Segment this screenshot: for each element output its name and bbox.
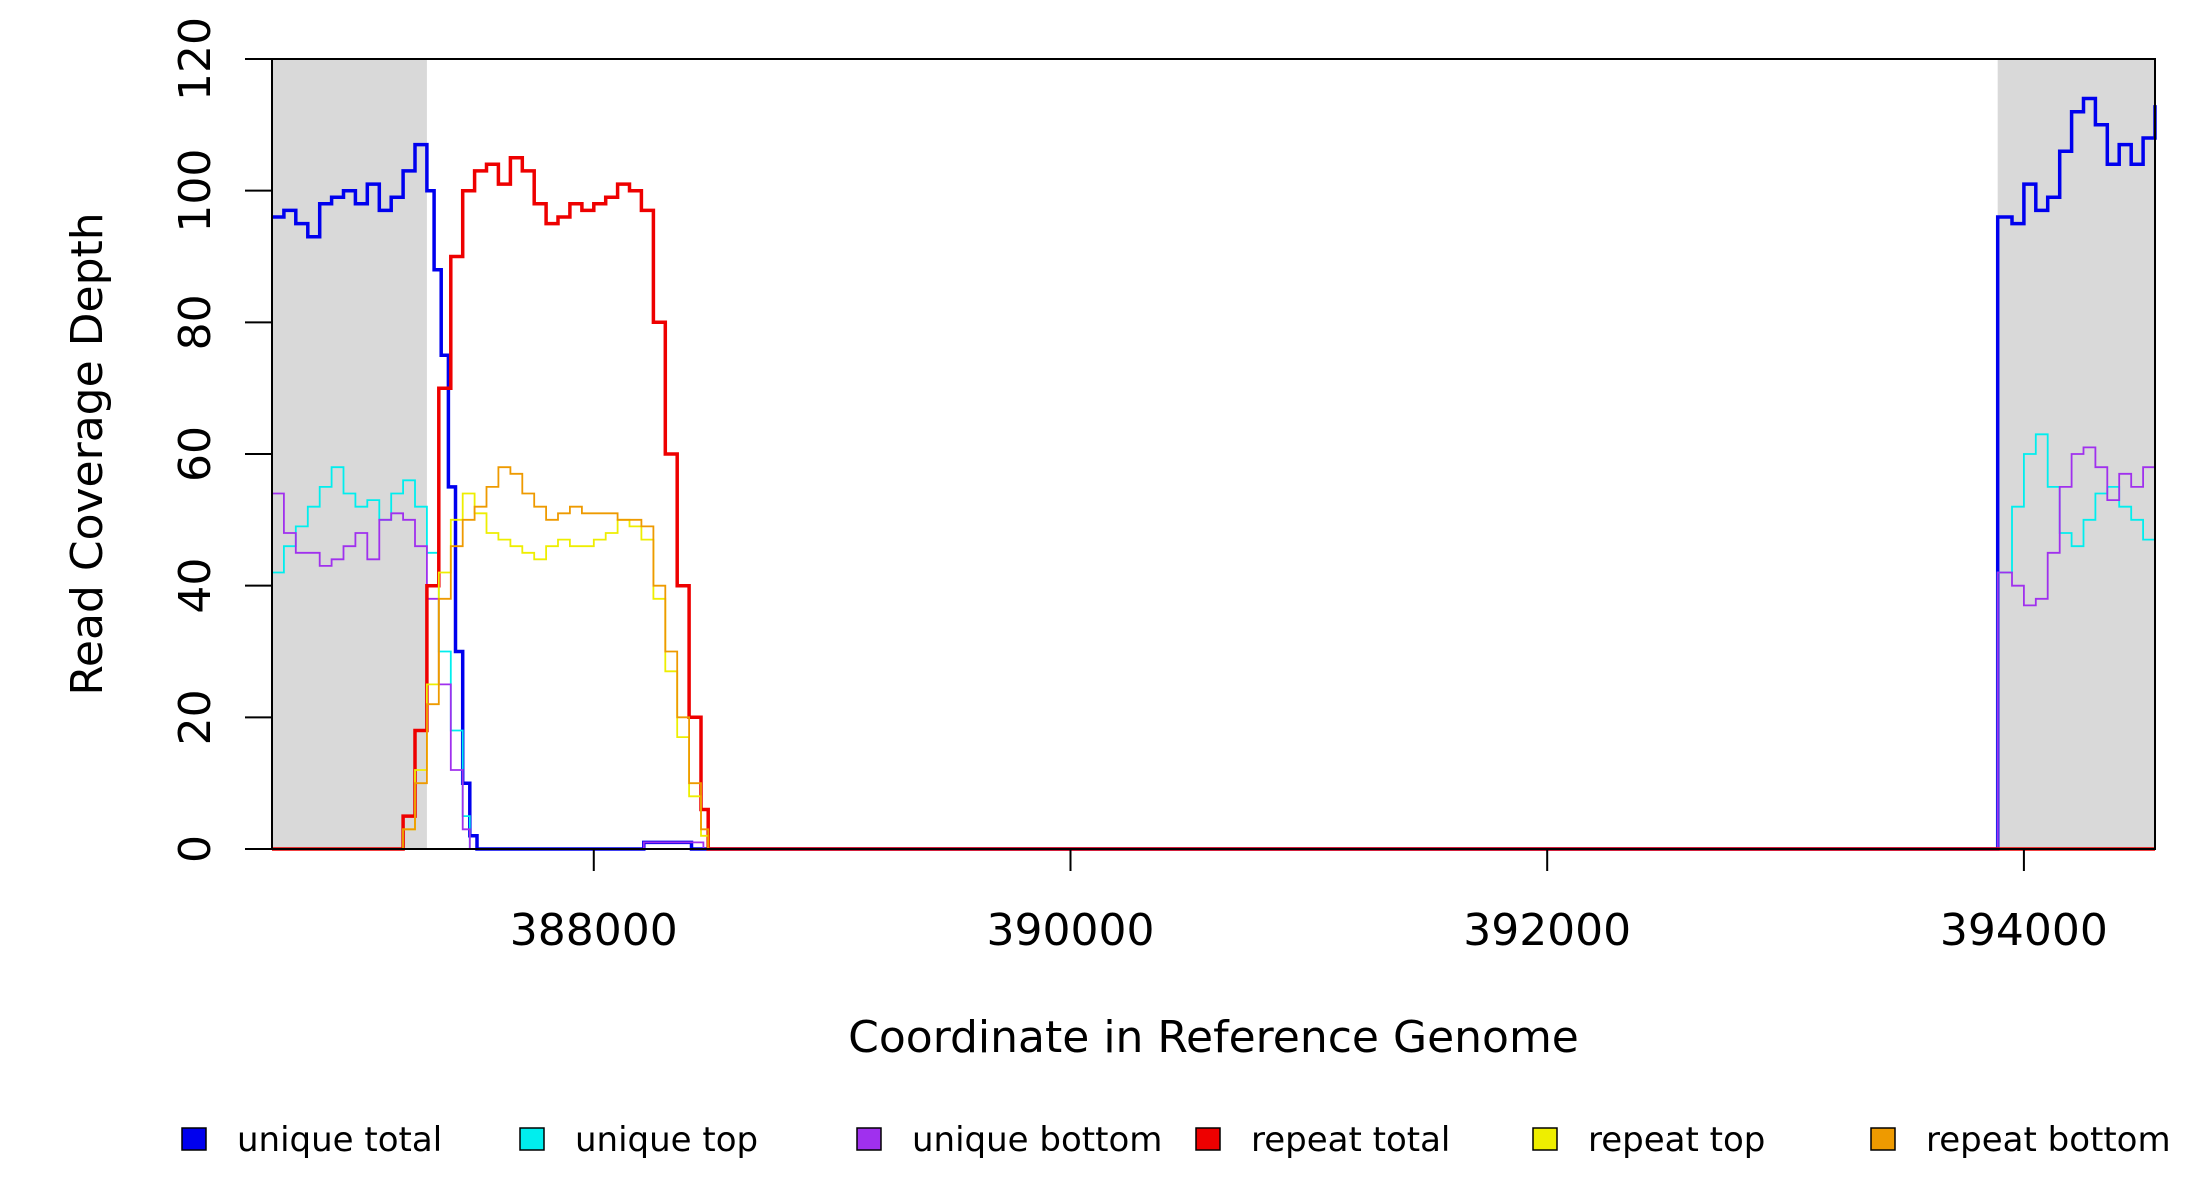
x-tick-label: 394000 (1940, 905, 2108, 956)
legend-swatch (1532, 1127, 1558, 1151)
series-line-repeat-total (272, 156, 2155, 851)
legend-swatch (519, 1127, 545, 1151)
series-lines (272, 96, 2157, 851)
y-tick-label: 120 (170, 17, 221, 101)
x-tick-label: 388000 (510, 905, 678, 956)
legend-label: unique top (575, 1120, 758, 1160)
y-tick-label: 80 (170, 294, 221, 350)
series-line-repeat-bottom (272, 466, 2155, 850)
y-tick-label: 60 (170, 426, 221, 482)
legend-label: unique bottom (912, 1120, 1162, 1160)
y-tick-label: 100 (170, 149, 221, 233)
y-tick-label: 0 (170, 835, 221, 863)
x-axis: 388000 390000 392000 394000 (510, 849, 2108, 956)
legend-swatch (181, 1127, 207, 1151)
legend-label: repeat top (1588, 1120, 1765, 1160)
series-line-unique-total (272, 96, 2157, 851)
y-axis: 0 20 40 60 80 100 120 (170, 17, 272, 863)
legend-swatch (856, 1127, 882, 1151)
x-tick-label: 392000 (1463, 905, 1631, 956)
x-tick-label: 390000 (987, 905, 1155, 956)
x-axis-title: Coordinate in Reference Genome (848, 1012, 1579, 1063)
y-tick-label: 20 (170, 689, 221, 745)
legend-swatch (1195, 1127, 1221, 1151)
y-axis-title: Read Coverage Depth (62, 212, 113, 695)
legend-label: repeat total (1251, 1120, 1450, 1160)
y-tick-label: 40 (170, 558, 221, 614)
legend-swatch (1870, 1127, 1896, 1151)
legend-label: unique total (237, 1120, 442, 1160)
legend-label: repeat bottom (1926, 1120, 2171, 1160)
series-line-repeat-top (272, 492, 2155, 850)
legend: unique total unique top unique bottom repea… (181, 1120, 2171, 1160)
